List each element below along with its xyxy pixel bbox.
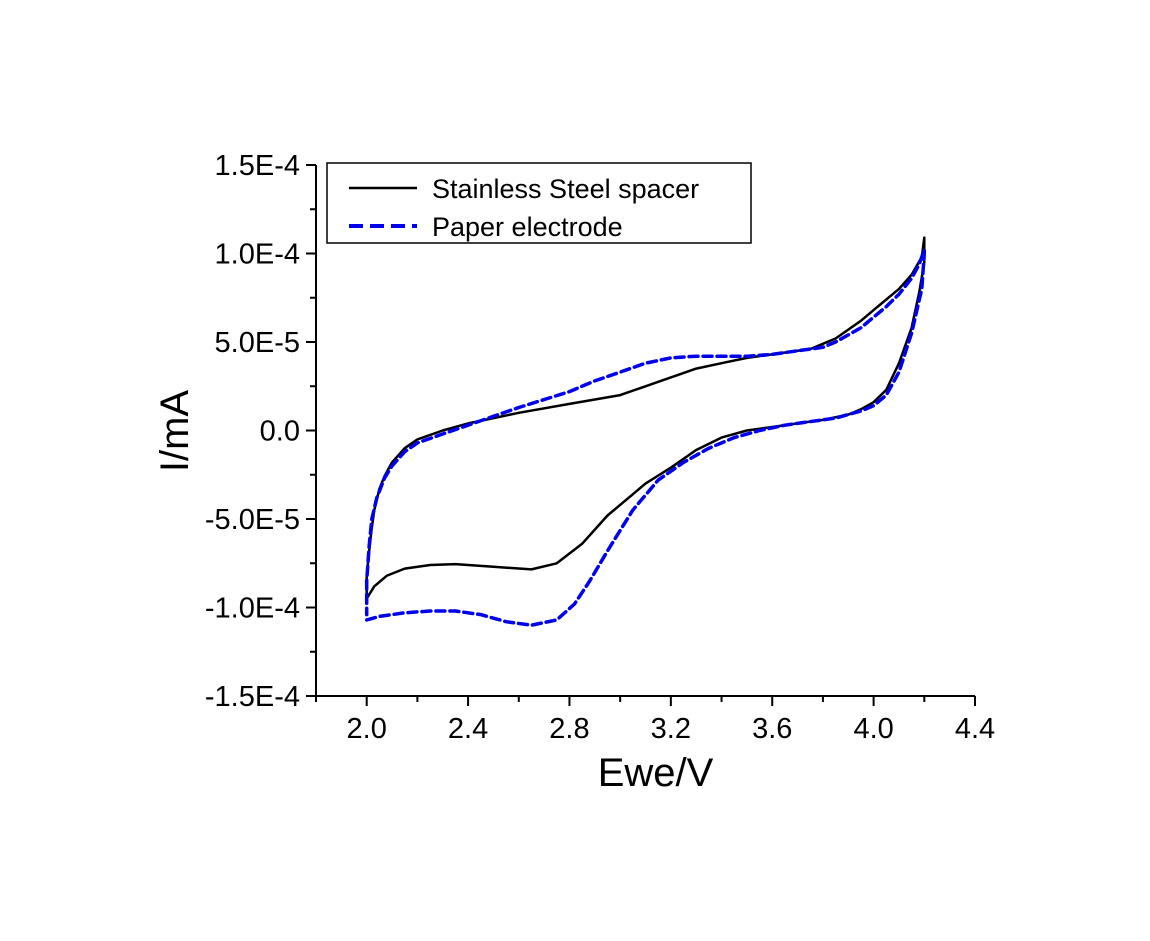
legend-label: Stainless Steel spacer — [432, 174, 699, 204]
legend: Stainless Steel spacer Paper electrode — [326, 162, 752, 244]
y-tick-label: 0.0 — [260, 416, 300, 448]
y-axis-title: I/mA — [153, 390, 197, 473]
y-tick-label: -1.0E-4 — [205, 593, 300, 625]
x-tick-label: 3.6 — [752, 713, 792, 745]
y-tick-label: 1.5E-4 — [215, 150, 300, 182]
x-axis-title: Ewe/V — [598, 751, 714, 795]
x-tick-label: 2.4 — [448, 713, 488, 745]
x-tick-label: 4.4 — [955, 713, 995, 745]
legend-label: Paper electrode — [432, 212, 623, 242]
axes: 1.5E-4 1.0E-4 5.0E-5 0.0 -5.0E-5 -1.0E-4 -1.5E… — [205, 150, 995, 745]
y-tick-label: -5.0E-5 — [205, 504, 300, 536]
legend-box — [326, 162, 752, 244]
y-tick-label: 5.0E-5 — [215, 327, 300, 359]
series-line-2 — [364, 248, 927, 627]
series-lines — [364, 236, 927, 627]
x-tick-label: 3.2 — [651, 713, 691, 745]
x-tick-label: 4.0 — [853, 713, 893, 745]
series-line-1 — [365, 236, 926, 600]
y-tick-label: 1.0E-4 — [215, 239, 300, 271]
y-tick-label: -1.5E-4 — [205, 681, 300, 713]
x-tick-label: 2.0 — [347, 713, 387, 745]
x-tick-label: 2.8 — [549, 713, 589, 745]
